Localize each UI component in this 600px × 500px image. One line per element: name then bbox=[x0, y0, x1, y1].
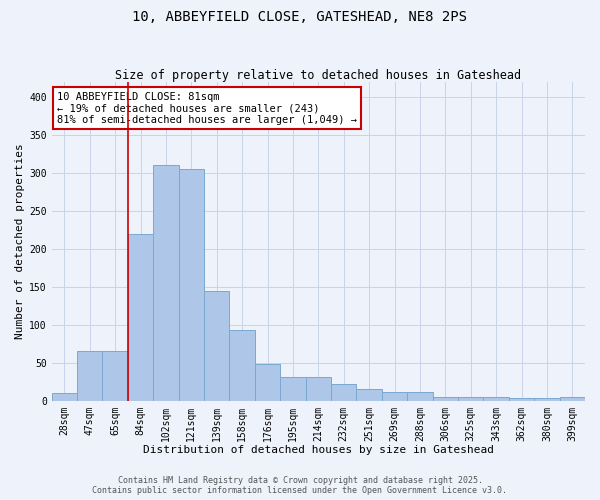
Bar bbox=[382, 392, 407, 400]
Bar bbox=[153, 166, 179, 400]
Bar bbox=[255, 364, 280, 401]
Text: 10 ABBEYFIELD CLOSE: 81sqm
← 19% of detached houses are smaller (243)
81% of sem: 10 ABBEYFIELD CLOSE: 81sqm ← 19% of deta… bbox=[57, 92, 357, 125]
Bar bbox=[331, 384, 356, 400]
X-axis label: Distribution of detached houses by size in Gateshead: Distribution of detached houses by size … bbox=[143, 445, 494, 455]
Bar bbox=[407, 392, 433, 400]
Text: Contains HM Land Registry data © Crown copyright and database right 2025.
Contai: Contains HM Land Registry data © Crown c… bbox=[92, 476, 508, 495]
Text: 10, ABBEYFIELD CLOSE, GATESHEAD, NE8 2PS: 10, ABBEYFIELD CLOSE, GATESHEAD, NE8 2PS bbox=[133, 10, 467, 24]
Bar bbox=[128, 234, 153, 400]
Bar bbox=[52, 393, 77, 400]
Bar bbox=[534, 398, 560, 400]
Bar bbox=[305, 377, 331, 400]
Bar bbox=[356, 390, 382, 400]
Bar bbox=[458, 397, 484, 400]
Bar bbox=[280, 377, 305, 400]
Bar bbox=[433, 397, 458, 400]
Bar bbox=[560, 397, 585, 400]
Bar bbox=[179, 170, 204, 400]
Y-axis label: Number of detached properties: Number of detached properties bbox=[15, 144, 25, 339]
Bar bbox=[204, 290, 229, 401]
Bar bbox=[103, 352, 128, 401]
Title: Size of property relative to detached houses in Gateshead: Size of property relative to detached ho… bbox=[115, 69, 521, 82]
Bar bbox=[509, 398, 534, 400]
Bar bbox=[229, 330, 255, 400]
Bar bbox=[484, 397, 509, 400]
Bar bbox=[77, 352, 103, 401]
